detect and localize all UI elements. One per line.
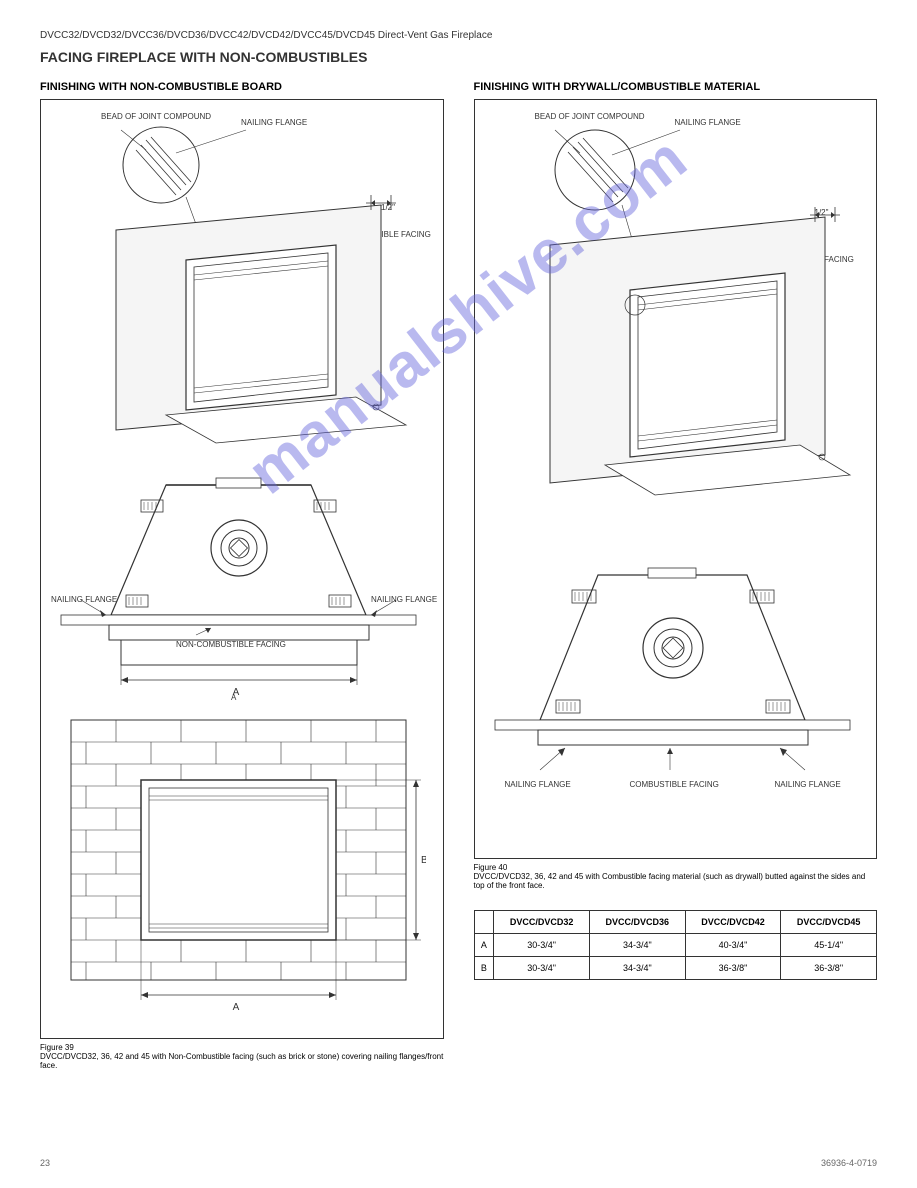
cell: 30-3/4" — [494, 934, 590, 957]
label-nailing-flange-2: NAILING FLANGE — [51, 595, 117, 605]
left-column: FINISHING WITH NON-COMBUSTIBLE BOARD BEA… — [40, 81, 444, 1070]
left-heading: FINISHING WITH NON-COMBUSTIBLE BOARD — [40, 81, 444, 93]
cell: 34-3/4" — [589, 957, 685, 980]
cell: 34-3/4" — [589, 934, 685, 957]
header-left: DVCC32/DVCD32/DVCC36/DVCD36/DVCC42/DVCD4… — [40, 30, 492, 41]
right-diagram-box: BEAD OF JOINT COMPOUND NAILING FLANGE CO… — [474, 99, 878, 859]
th-blank — [474, 911, 494, 934]
columns: FINISHING WITH NON-COMBUSTIBLE BOARD BEA… — [40, 81, 877, 1070]
label-joint-compound-r: BEAD OF JOINT COMPOUND — [535, 112, 645, 122]
label-nailing-flange-3: NAILING FLANGE — [371, 595, 437, 605]
table-header-row: DVCC/DVCD32 DVCC/DVCD36 DVCC/DVCD42 DVCC… — [474, 911, 877, 934]
page-footer: 23 36936-4-0719 — [40, 1158, 877, 1168]
label-joint-compound: BEAD OF JOINT COMPOUND — [101, 112, 211, 122]
fig39-caption: DVCC/DVCD32, 36, 42 and 45 with Non-Comb… — [40, 1052, 444, 1070]
label-brick-facing: NON-COMBUSTIBLE FACING — [176, 640, 286, 650]
cell: 40-3/4" — [685, 934, 781, 957]
th-2: DVCC/DVCD36 — [589, 911, 685, 934]
cell: 36-3/8" — [781, 957, 877, 980]
label-brick-facing-r: COMBUSTIBLE FACING — [630, 780, 719, 790]
svg-text:A: A — [233, 1002, 240, 1013]
fig40-label: Figure 40 — [474, 863, 508, 872]
page-header: DVCC32/DVCD32/DVCC36/DVCD36/DVCC42/DVCD4… — [40, 30, 877, 41]
figure39-block: Figure 39 — [40, 1043, 444, 1052]
cell: 45-1/4" — [781, 934, 877, 957]
top-view-right — [480, 560, 860, 810]
cell: B — [474, 957, 494, 980]
footer-left: 23 — [40, 1158, 50, 1168]
th-1: DVCC/DVCD32 — [494, 911, 590, 934]
left-diagram-box: BEAD OF JOINT COMPOUND NAILING FLANGE NO… — [40, 99, 444, 1039]
label-nailing-flange-r2: NAILING FLANGE — [505, 780, 571, 790]
cell: A — [474, 934, 494, 957]
cell: 30-3/4" — [494, 957, 590, 980]
fig39-label: Figure 39 — [40, 1043, 74, 1052]
table-row: A 30-3/4" 34-3/4" 40-3/4" 45-1/4" — [474, 934, 877, 957]
dimensions-table: DVCC/DVCD32 DVCC/DVCD36 DVCC/DVCD42 DVCC… — [474, 910, 878, 980]
svg-text:B: B — [421, 855, 426, 866]
right-column: FINISHING WITH DRYWALL/COMBUSTIBLE MATER… — [474, 81, 878, 1070]
th-4: DVCC/DVCD45 — [781, 911, 877, 934]
th-3: DVCC/DVCD42 — [685, 911, 781, 934]
iso-diagram-right — [480, 125, 860, 525]
table-row: B 30-3/4" 34-3/4" 36-3/8" 36-3/8" — [474, 957, 877, 980]
top-view-left: A — [46, 470, 426, 705]
brick-elevation: B A — [46, 710, 426, 1020]
iso-diagram-left — [46, 125, 426, 465]
cell: 36-3/8" — [685, 957, 781, 980]
section-title: FACING FIREPLACE WITH NON-COMBUSTIBLES — [40, 49, 877, 65]
label-nailing-flange-r3: NAILING FLANGE — [775, 780, 841, 790]
right-heading: FINISHING WITH DRYWALL/COMBUSTIBLE MATER… — [474, 81, 878, 93]
fig40-caption: DVCC/DVCD32, 36, 42 and 45 with Combusti… — [474, 872, 878, 890]
footer-right: 36936-4-0719 — [821, 1158, 877, 1168]
figure40-block: Figure 40 — [474, 863, 878, 872]
label-dim-a: A — [231, 693, 236, 703]
